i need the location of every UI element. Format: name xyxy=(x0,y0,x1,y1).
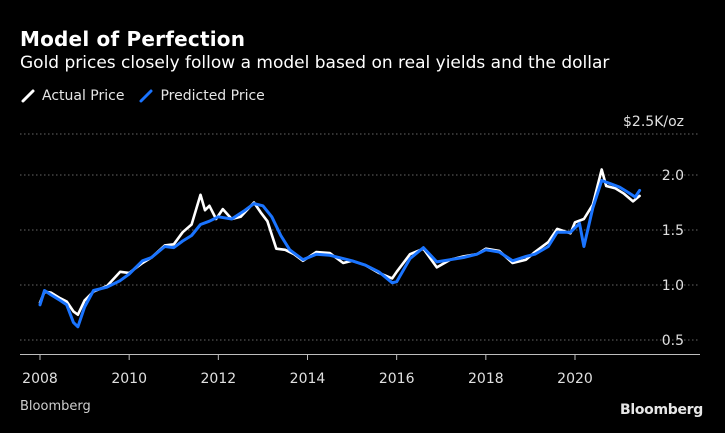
legend-label-predicted: Predicted Price xyxy=(160,88,265,104)
bloomberg-logo: Bloomberg xyxy=(619,402,703,418)
x-tick-label: 2008 xyxy=(22,371,58,387)
x-tick-label: 2016 xyxy=(379,371,415,387)
y-axis-unit-label: $2.5K/oz xyxy=(623,114,684,130)
legend-swatch-predicted-icon xyxy=(139,89,153,103)
x-tick-label: 2020 xyxy=(557,371,593,387)
series-lines xyxy=(38,168,642,329)
source-note: Bloomberg xyxy=(20,399,91,414)
x-tick-label: 2018 xyxy=(468,371,504,387)
y-tick-label: 1.0 xyxy=(662,278,684,294)
legend: Actual Price Predicted Price xyxy=(20,88,265,104)
x-tick-label: 2014 xyxy=(290,371,326,387)
series-line-predicted-price xyxy=(38,179,642,329)
chart-subtitle: Gold prices closely follow a model based… xyxy=(20,53,610,73)
grid-lines xyxy=(20,133,700,341)
chart-title: Model of Perfection xyxy=(20,27,246,51)
y-tick-label: 1.5 xyxy=(662,223,684,239)
x-tick-label: 2010 xyxy=(111,371,147,387)
legend-item-predicted: Predicted Price xyxy=(138,88,265,104)
x-axis-ticks: 2008 2010 2012 2014 2016 2018 2020 xyxy=(22,354,593,387)
y-tick-label: 0.5 xyxy=(662,333,684,349)
legend-item-actual: Actual Price xyxy=(20,88,124,104)
legend-label-actual: Actual Price xyxy=(42,88,125,104)
y-tick-label: 2.0 xyxy=(662,168,684,184)
x-tick-label: 2012 xyxy=(201,371,237,387)
legend-swatch-actual-icon xyxy=(21,89,35,103)
y-axis-tick-labels: 2.0 1.5 1.0 0.5 xyxy=(662,168,684,349)
